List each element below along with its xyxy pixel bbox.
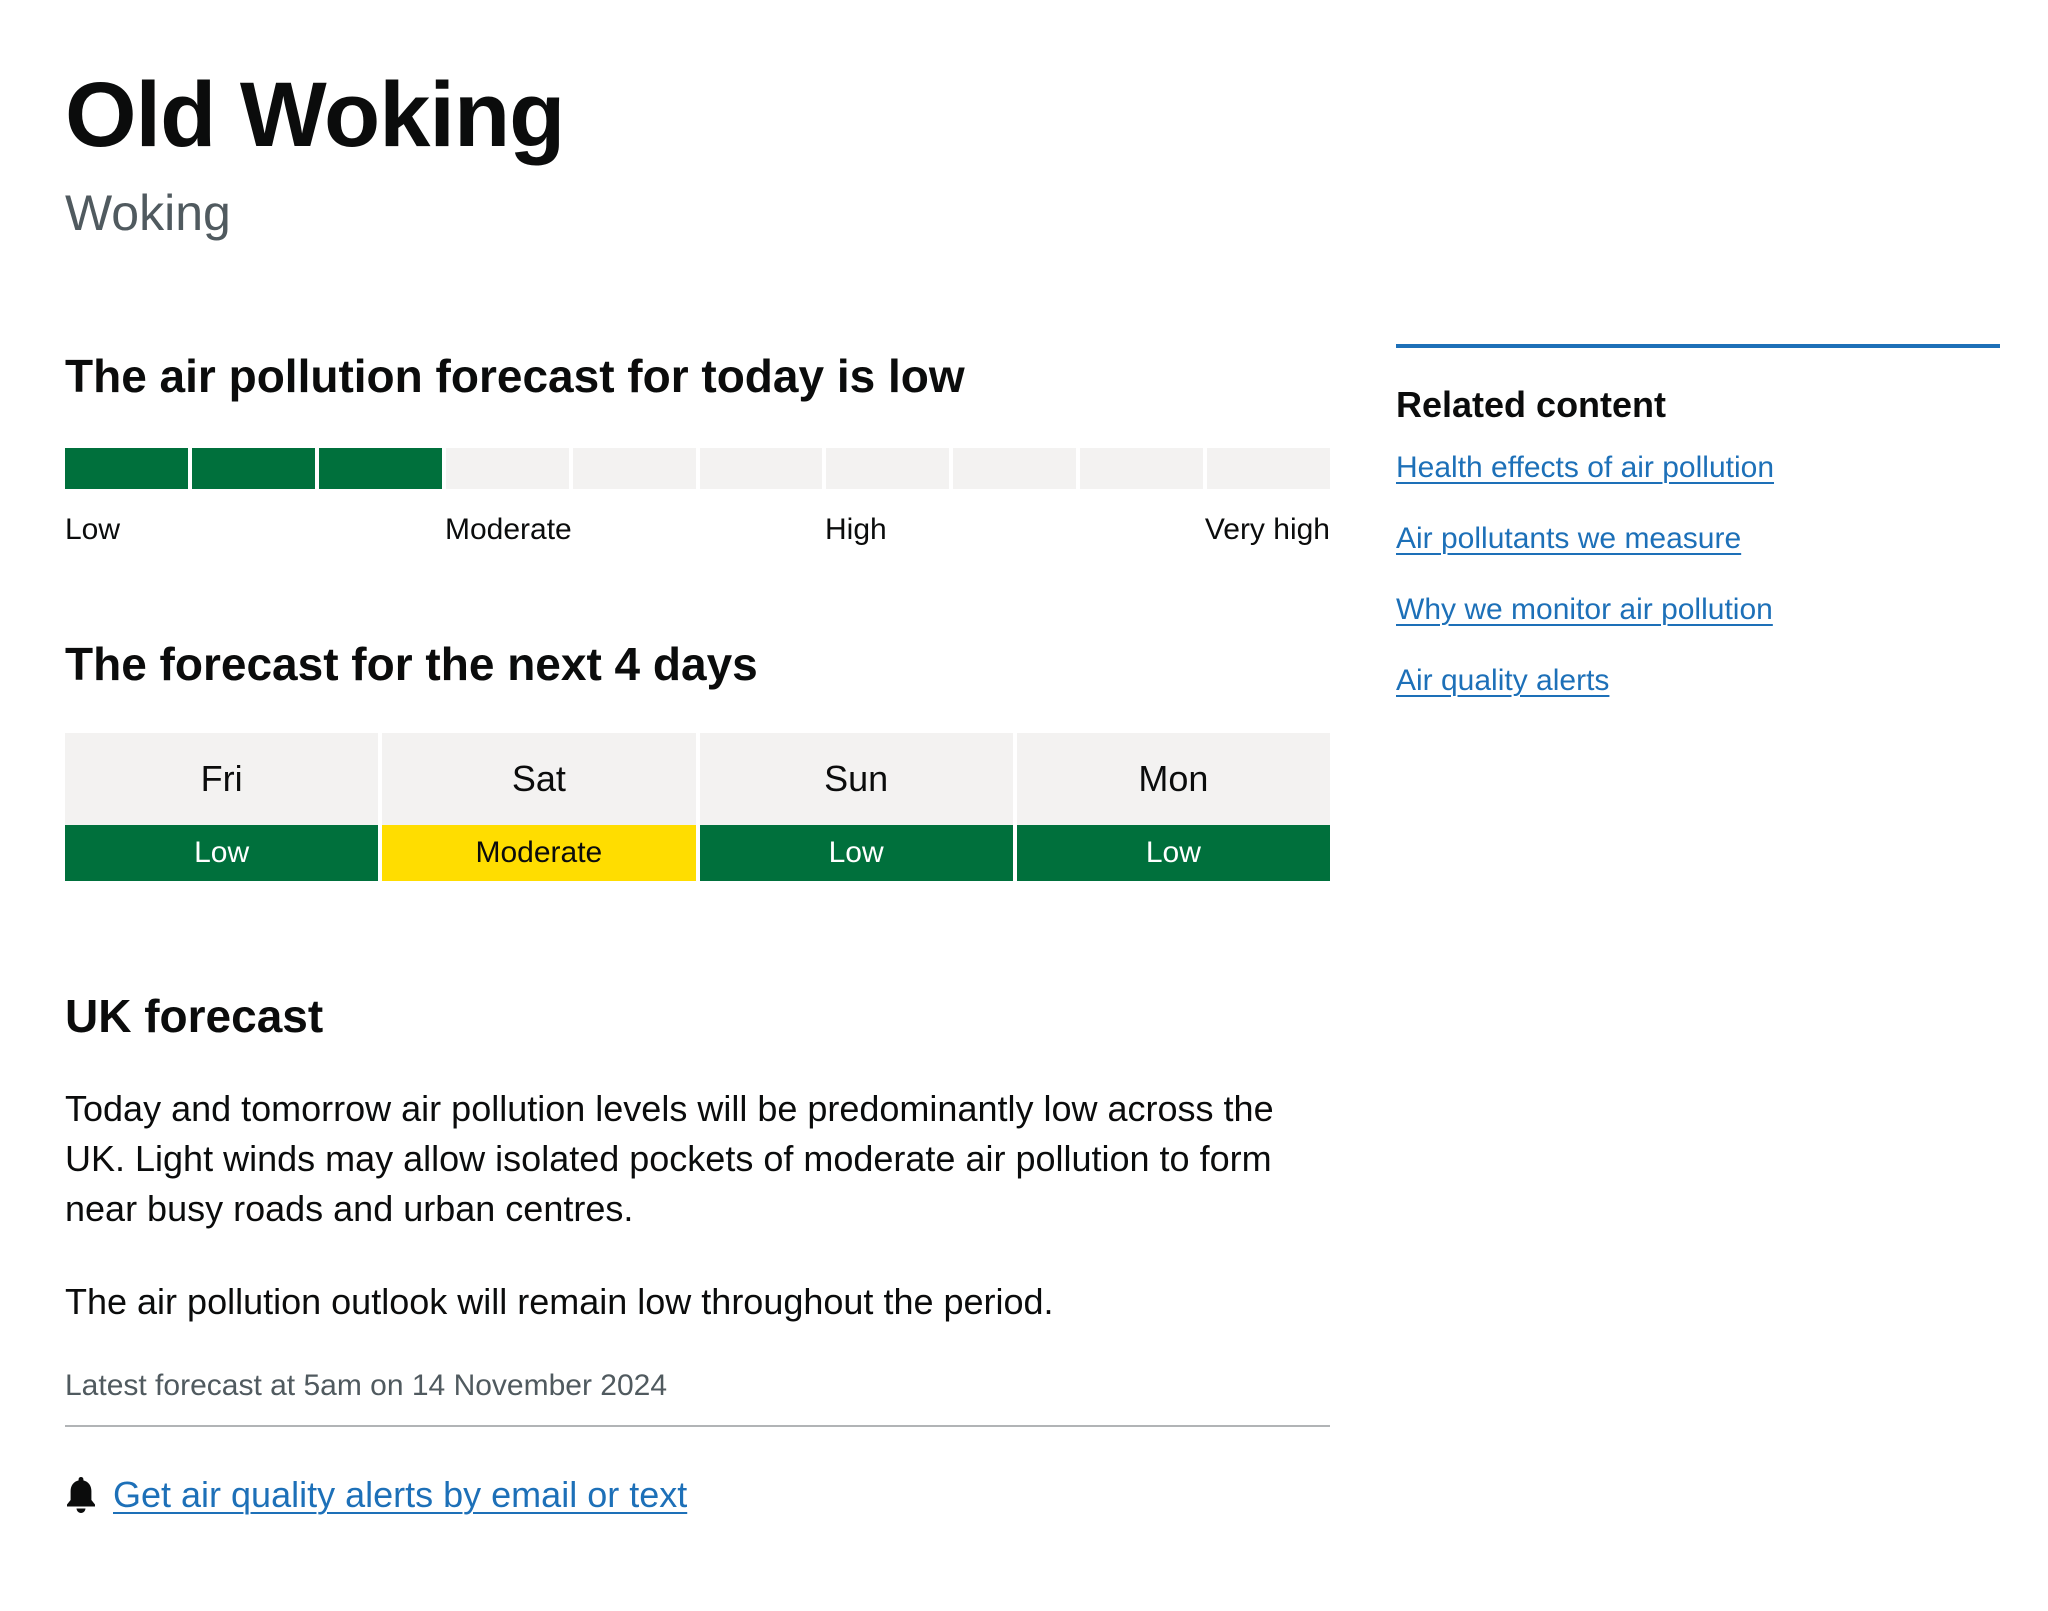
related-link-pollutants[interactable]: Air pollutants we measure (1396, 522, 1742, 555)
day-name: Sun (699, 733, 1013, 825)
day-level-badge: Moderate (382, 825, 696, 881)
today-level-meter (65, 448, 1331, 489)
list-item: Health effects of air pollution (1396, 448, 2000, 488)
related-content-heading: Related content (1396, 384, 1667, 425)
related-link-alerts[interactable]: Air quality alerts (1396, 664, 1610, 697)
uk-forecast-outlook: The air pollution outlook will remain lo… (65, 1281, 1054, 1322)
page: Old Woking Woking The air pollution fore… (65, 0, 2000, 1611)
meter-segment-active (191, 448, 315, 489)
day-name: Sat (382, 733, 696, 825)
next-days-heading: The forecast for the next 4 days (65, 638, 758, 690)
scale-label-very-high: Very high (1204, 513, 1330, 546)
meter-segment-active (318, 448, 442, 489)
day-name: Mon (1016, 733, 1330, 825)
meter-segment-inactive (699, 448, 823, 489)
day-level-badge: Low (1016, 825, 1330, 881)
meter-segment-inactive (445, 448, 569, 489)
list-item: Air pollutants we measure (1396, 519, 2000, 559)
day-column: Mon Low (1016, 733, 1330, 881)
meter-segment-inactive (572, 448, 696, 489)
scale-label-low: Low (65, 513, 121, 546)
day-column: Fri Low (65, 733, 379, 881)
meter-segment-inactive (953, 448, 1077, 489)
list-item: Why we monitor air pollution (1396, 590, 2000, 630)
meter-segment-active (65, 448, 188, 489)
bell-icon (65, 1475, 97, 1515)
today-forecast-heading: The air pollution forecast for today is … (65, 350, 965, 402)
related-accent-rule (1396, 344, 2000, 348)
next-days-table: Fri Low Sat Moderate Sun Low Mon Low (65, 733, 1330, 881)
meter-scale-labels: Low Moderate High Very high (65, 510, 1330, 550)
meter-segment-inactive (826, 448, 950, 489)
section-divider (65, 1425, 1330, 1427)
page-title: Old Woking (65, 64, 565, 166)
page-subtitle: Woking (65, 185, 231, 241)
day-level-badge: Low (699, 825, 1013, 881)
alerts-signup-link[interactable]: Get air quality alerts by email or text (113, 1474, 688, 1515)
day-column: Sat Moderate (382, 733, 696, 881)
related-links-list: Health effects of air pollution Air poll… (1396, 448, 2000, 701)
related-content-sidebar: Related content Health effects of air po… (1396, 344, 2000, 732)
scale-label-high: High (825, 513, 887, 546)
uk-forecast-heading: UK forecast (65, 990, 324, 1042)
meter-segment-inactive (1080, 448, 1204, 489)
alerts-row: Get air quality alerts by email or text (65, 1470, 687, 1520)
day-column: Sun Low (699, 733, 1013, 881)
related-link-why-monitor[interactable]: Why we monitor air pollution (1396, 593, 1773, 626)
latest-forecast-time: Latest forecast at 5am on 14 November 20… (65, 1369, 668, 1402)
related-link-health-effects[interactable]: Health effects of air pollution (1396, 451, 1775, 484)
list-item: Air quality alerts (1396, 661, 2000, 701)
day-name: Fri (65, 733, 379, 825)
scale-label-moderate: Moderate (445, 513, 572, 546)
meter-segment-inactive (1207, 448, 1331, 489)
uk-forecast-paragraph: Today and tomorrow air pollution levels … (65, 1088, 1274, 1229)
day-level-badge: Low (65, 825, 379, 881)
